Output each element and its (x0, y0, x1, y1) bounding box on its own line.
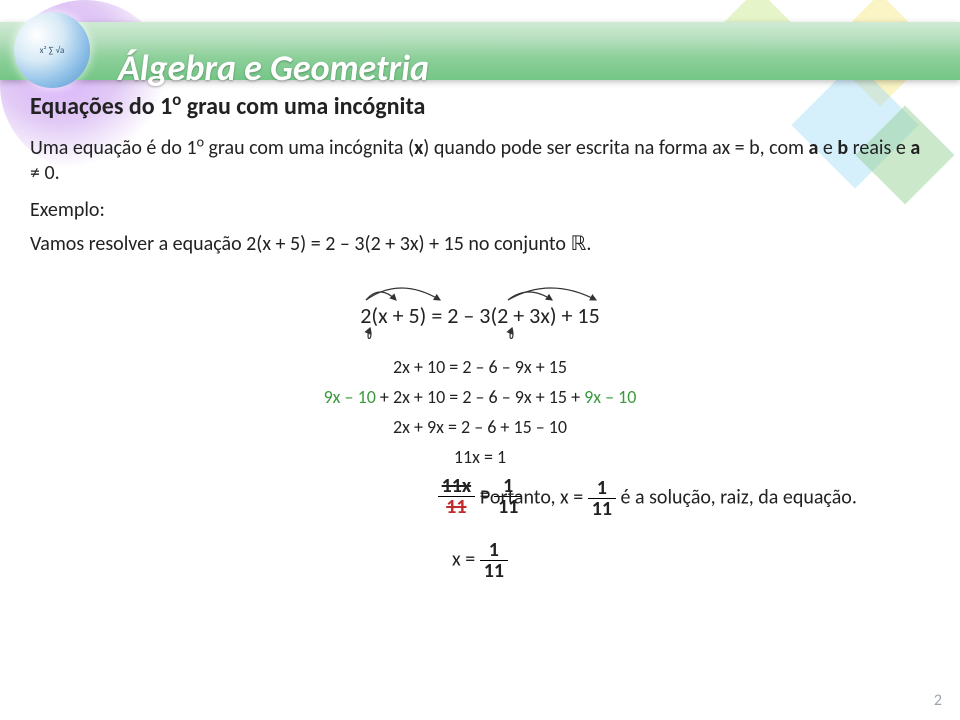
equation-step-1: 2(x + 5) = 2 – 3(2 + 3x) + 15 (0, 288, 960, 343)
equation-step-7: x = 1 11 (0, 540, 960, 581)
heading-pre: Equações do 1 (30, 92, 172, 121)
eq3-m1: + 2x + 10 = 2 – 6 – 9x + 15 + (376, 386, 584, 408)
p1-x: x (414, 136, 423, 160)
eq6-num: 11x (438, 476, 475, 497)
header-band: Álgebra e Geometria (0, 22, 960, 80)
p1-and: e (818, 136, 837, 160)
eq3-g4: – 10 (601, 386, 636, 408)
eq7-num: 1 (480, 540, 508, 561)
p1-sup: o (197, 133, 204, 150)
conclusion-text: Portanto, x = 1 11 é a solução, raiz, da… (480, 478, 910, 519)
equation-step-3: 9x – 10 + 2x + 10 = 2 – 6 – 9x + 15 + 9x… (0, 386, 960, 408)
conc-post: é a solução, raiz, da equação. (621, 485, 857, 509)
logo-sphere: x² ∑ √a (10, 8, 94, 92)
section-heading: Equações do 1o grau com uma incógnita (30, 92, 425, 121)
eq6-lhs-fraction: 11x 11 (438, 476, 475, 517)
p1-tail: reais e (848, 136, 910, 160)
p1-pre: Uma equação é do 1 (30, 136, 197, 160)
p1-a: a (809, 136, 819, 160)
conc-fraction: 1 11 (588, 478, 616, 519)
slide-root: Álgebra e Geometria x² ∑ √a Equações do … (0, 0, 960, 720)
equation-step-4: 2x + 9x = 2 – 6 + 15 – 10 (0, 416, 960, 438)
p3-R: ℝ (571, 233, 587, 255)
eq6-den: 11 (438, 497, 475, 517)
p3-pre: Vamos resolver a equação 2(x + 5) = 2 – … (30, 232, 571, 256)
conc-den: 11 (588, 499, 616, 519)
eq1-inner: 2(x + 5) = 2 – 3(2 + 3x) + 15 (360, 288, 599, 343)
p1-b: b (837, 136, 848, 160)
eq7-pre: x = (452, 547, 480, 571)
distribution-arrows-icon (360, 286, 599, 346)
eq3-g3: 9x (584, 386, 601, 408)
equation-step-2: 2x + 10 = 2 – 6 – 9x + 15 (0, 356, 960, 378)
p1-mid: grau com uma incógnita ( (204, 136, 414, 160)
p1-a2: a (910, 136, 920, 160)
page-title: Álgebra e Geometria (118, 46, 429, 90)
heading-post: grau com uma incógnita (181, 92, 425, 121)
eq3-g2: – 10 (340, 386, 375, 408)
page-number: 2 (934, 691, 942, 710)
eq7-fraction: 1 11 (480, 540, 508, 581)
p1-afterx: ) quando pode ser escrita na forma ax = … (423, 136, 808, 160)
eq3-g1: 9x (324, 386, 341, 408)
equation-step-5: 11x = 1 (0, 446, 960, 468)
heading-sup: o (172, 89, 181, 110)
conc-num: 1 (588, 478, 616, 499)
p3-post: . (586, 232, 591, 256)
eq7-den: 11 (480, 561, 508, 581)
paragraph-example-label: Exemplo: (30, 198, 930, 223)
conc-pre: Portanto, x = (480, 485, 588, 509)
paragraph-definition: Uma equação é do 1o grau com uma incógni… (30, 136, 930, 186)
p1-end: ≠ 0. (30, 161, 60, 185)
paragraph-example-intro: Vamos resolver a equação 2(x + 5) = 2 – … (30, 232, 930, 257)
logo-text: x² ∑ √a (14, 12, 90, 88)
